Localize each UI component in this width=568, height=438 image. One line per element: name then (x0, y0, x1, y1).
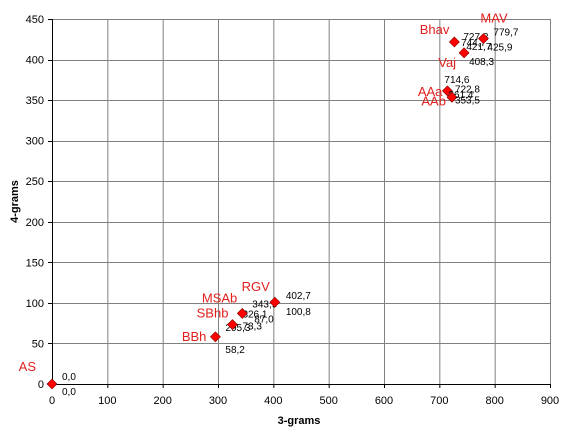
y-tick-label: 200 (26, 217, 44, 229)
x-tick-label: 600 (375, 395, 393, 407)
point-y-value-label: 58,2 (225, 345, 245, 356)
data-point-bbh: BBh 295,3 58,2 (182, 323, 251, 356)
point-x-value-label: 722,8 (455, 84, 480, 95)
axes (48, 19, 551, 388)
point-x-value-label: 727,2 (463, 32, 488, 43)
point-name-label: AAa (418, 84, 443, 99)
y-tick-label: 100 (26, 298, 44, 310)
point-marker (478, 33, 489, 44)
data-point-mav: MAV 779,7 425,9 (478, 11, 519, 54)
point-name-label: AS (19, 359, 37, 374)
x-tick-label: 700 (430, 395, 448, 407)
point-y-value-label: 0,0 (62, 387, 76, 398)
y-tick-label: 350 (26, 95, 44, 107)
point-x-value-label: 343,9 (252, 299, 277, 310)
point-x-value-label: 714,6 (444, 75, 469, 86)
point-marker (209, 331, 221, 343)
point-name-label: MSAb (202, 290, 237, 305)
y-tick-label: 50 (32, 338, 44, 350)
point-marker (458, 47, 470, 59)
data-points: AS 0,0 0,0 BBh 295,3 58,2 SBhb 326,173,3 MSAb 343… (19, 11, 519, 398)
x-tick-label: 300 (209, 395, 227, 407)
data-point-vaj: Vaj 744,7 408,3 (438, 38, 494, 70)
point-marker (46, 378, 58, 390)
point-y-value-label: 361,4 (448, 90, 473, 101)
point-x-value-label: 0,0 (62, 372, 76, 383)
y-tick-label: 0 (38, 379, 44, 391)
point-name-label: AAb (421, 93, 446, 108)
x-tick-label: 900 (541, 395, 559, 407)
x-tick-label: 200 (153, 395, 171, 407)
point-marker (448, 36, 460, 48)
x-tick-label: 100 (98, 395, 116, 407)
point-marker (441, 85, 453, 97)
point-x-value-label: 744,7 (461, 38, 486, 49)
point-name-label: MAV (480, 11, 508, 26)
point-name-label: RGV (242, 279, 271, 294)
data-point-msab: MSAb 343,9 87,0 (202, 290, 278, 325)
x-tick-label: 500 (319, 395, 337, 407)
point-name-label: Vaj (438, 55, 456, 70)
point-y-value-label: 73,3 (242, 322, 262, 333)
data-point-as: AS 0,0 0,0 (19, 359, 77, 398)
point-y-value-label: 353,5 (455, 95, 480, 106)
point-x-value-label: 402,7 (286, 291, 311, 302)
point-x-value-label: 779,7 (493, 28, 518, 39)
x-tick-label: 400 (264, 395, 282, 407)
x-tick-label: 800 (485, 395, 503, 407)
point-marker (236, 308, 248, 319)
point-y-value-label: 421,7 (466, 42, 491, 53)
x-tick-labels: 0 100 200 300 400 500 600 700 800 900 (49, 395, 559, 407)
point-name-label: Bhav (420, 22, 450, 37)
point-y-value-label: 100,8 (286, 307, 311, 318)
point-y-value-label: 87,0 (254, 314, 274, 325)
y-tick-label: 300 (26, 136, 44, 148)
data-point-rgv: RGV 402,7 100,8 (242, 279, 312, 318)
x-axis-title: 3-grams (278, 415, 321, 427)
data-point-sbhb: SBhb 326,173,3 (197, 306, 268, 333)
point-marker (269, 296, 281, 308)
point-x-value-label: 295,3 (225, 323, 250, 334)
point-x-value-label: 326,1 (242, 310, 267, 321)
y-tick-label: 400 (26, 55, 44, 67)
plot-area (52, 19, 550, 384)
y-tick-label: 150 (26, 257, 44, 269)
point-name-label: SBhb (197, 306, 229, 321)
y-tick-label: 250 (26, 176, 44, 188)
y-tick-labels: 0 50 100 150 200 250 300 350 400 450 (26, 14, 44, 391)
point-name-label: BBh (182, 329, 207, 344)
point-y-value-label: 425,9 (487, 43, 512, 54)
x-tick-label: 0 (49, 395, 55, 407)
point-marker (446, 91, 458, 103)
y-tick-label: 450 (26, 14, 44, 26)
point-marker (227, 319, 238, 330)
y-axis-title: 4-grams (9, 180, 21, 223)
point-y-value-label: 408,3 (469, 57, 494, 68)
